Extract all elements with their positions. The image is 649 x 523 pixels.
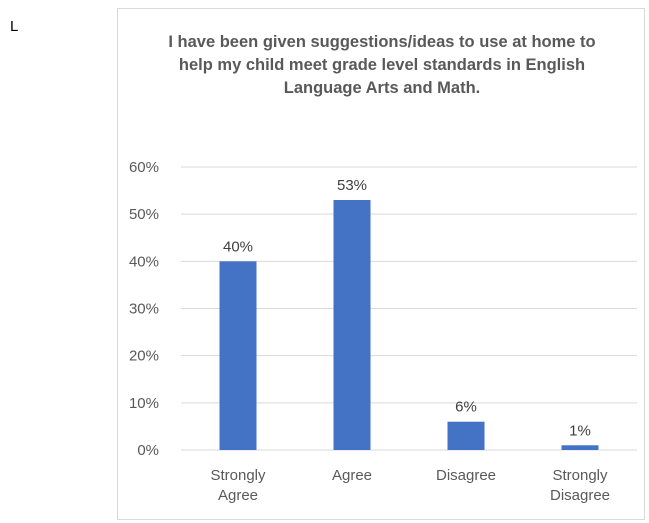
chart-title: I have been given suggestions/ideas to u… [168, 33, 596, 97]
bar [333, 200, 371, 450]
y-tick-label: 40% [129, 253, 159, 270]
y-tick-label: 0% [137, 442, 159, 459]
data-label: 1% [569, 422, 591, 439]
category-label: Disagree [436, 467, 496, 484]
category-label: Disagree [550, 487, 610, 504]
bar-chart: 0% 10% 20% 30% 40% 50% 60% 40% Strongly Agree 53% A… [129, 159, 637, 504]
category-label: Agree [332, 467, 372, 484]
y-tick-label: 30% [129, 301, 159, 318]
data-label: 6% [455, 399, 477, 416]
y-tick-label: 20% [129, 348, 159, 365]
category-label: Strongly [552, 467, 608, 484]
bar [447, 421, 485, 450]
data-label: 53% [337, 177, 367, 194]
stray-letter-text: L [10, 18, 19, 35]
chart-container: I have been given suggestions/ideas to u… [117, 8, 645, 520]
bar [219, 261, 257, 450]
y-tick-label: 50% [129, 206, 159, 223]
category-label: Strongly [210, 467, 266, 484]
data-label: 40% [223, 238, 253, 255]
category-label: Agree [218, 487, 258, 504]
bar [561, 445, 599, 450]
y-tick-label: 10% [129, 395, 159, 412]
y-tick-label: 60% [129, 159, 159, 176]
